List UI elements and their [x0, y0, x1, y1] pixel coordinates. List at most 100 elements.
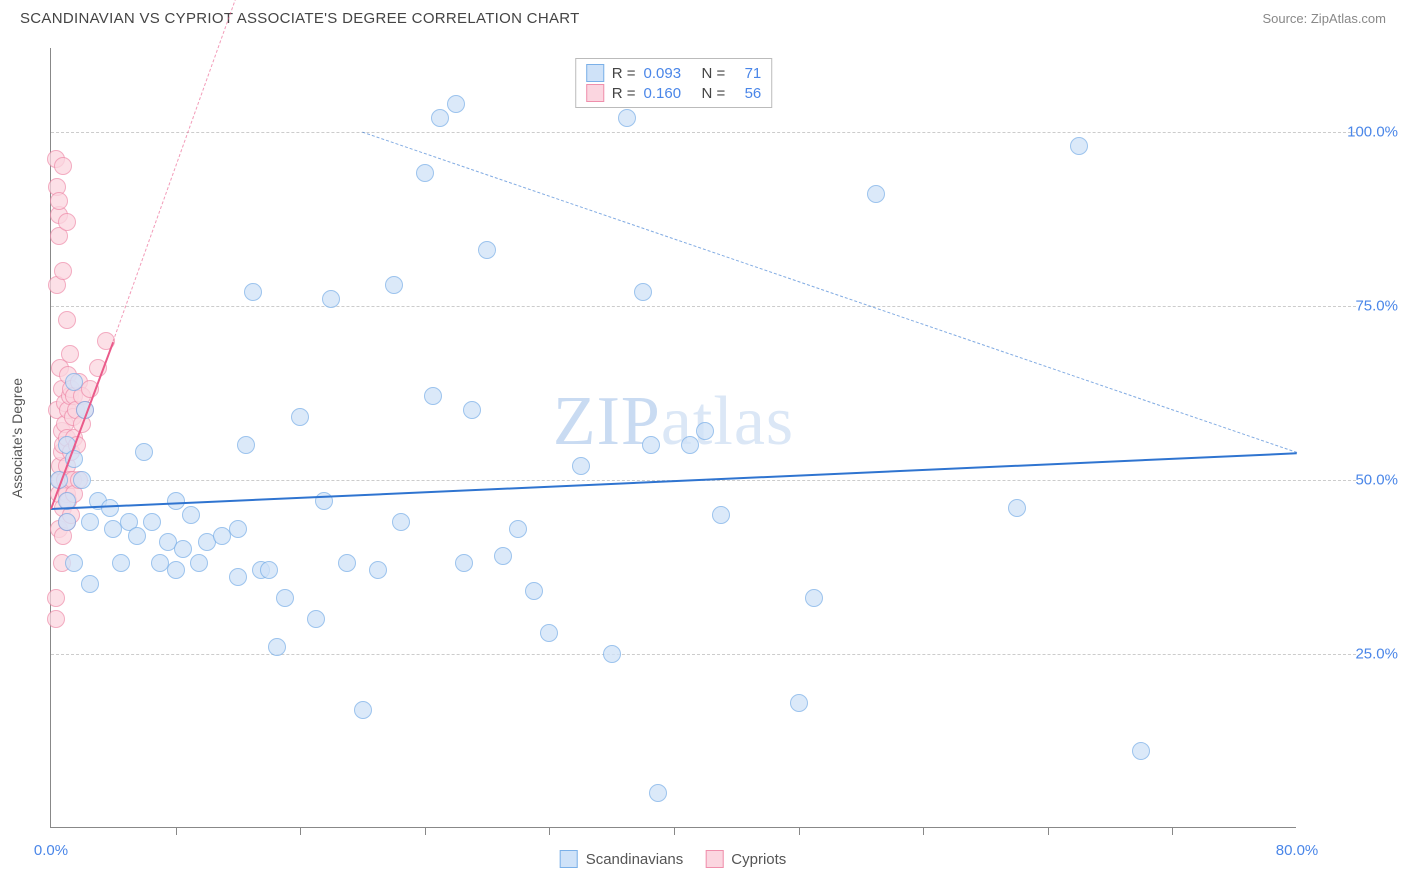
data-point [135, 443, 153, 461]
source-credit: Source: ZipAtlas.com [1262, 11, 1386, 26]
x-tick [1172, 827, 1173, 835]
data-point [260, 561, 278, 579]
source-value: ZipAtlas.com [1311, 11, 1386, 26]
legend-swatch [705, 850, 723, 868]
data-point [338, 554, 356, 572]
data-point [424, 387, 442, 405]
data-point [101, 499, 119, 517]
data-point [618, 109, 636, 127]
data-point [540, 624, 558, 642]
data-point [54, 157, 72, 175]
regression-extension [362, 132, 1297, 453]
data-point [455, 554, 473, 572]
data-point [867, 185, 885, 203]
data-point [696, 422, 714, 440]
data-point [229, 568, 247, 586]
data-point [1070, 137, 1088, 155]
data-point [478, 241, 496, 259]
data-point [128, 527, 146, 545]
plot-container: ZIPatlas R =0.093N =71R =0.160N =56 Asso… [50, 48, 1296, 828]
data-point [58, 513, 76, 531]
data-point [416, 164, 434, 182]
data-point [642, 436, 660, 454]
grid-line [51, 654, 1356, 655]
regression-extension [113, 0, 239, 341]
data-point [525, 582, 543, 600]
data-point [47, 610, 65, 628]
y-tick-label: 50.0% [1308, 471, 1398, 488]
x-tick [1048, 827, 1049, 835]
x-tick-label: 80.0% [1276, 842, 1319, 859]
data-point [572, 457, 590, 475]
data-point [603, 645, 621, 663]
legend-label: Scandinavians [586, 851, 684, 868]
y-tick-label: 25.0% [1308, 645, 1398, 662]
data-point [47, 589, 65, 607]
n-value: 56 [733, 85, 761, 102]
x-tick [674, 827, 675, 835]
data-point [649, 784, 667, 802]
n-label: N = [702, 65, 726, 82]
data-point [65, 554, 83, 572]
data-point [634, 283, 652, 301]
data-point [494, 547, 512, 565]
data-point [354, 701, 372, 719]
legend-swatch [586, 84, 604, 102]
data-point [190, 554, 208, 572]
data-point [268, 638, 286, 656]
data-point [167, 561, 185, 579]
legend-label: Cypriots [731, 851, 786, 868]
n-label: N = [702, 85, 726, 102]
data-point [805, 589, 823, 607]
data-point [392, 513, 410, 531]
data-point [174, 540, 192, 558]
data-point [167, 492, 185, 510]
data-point [237, 436, 255, 454]
r-value: 0.093 [644, 65, 694, 82]
data-point [229, 520, 247, 538]
r-value: 0.160 [644, 85, 694, 102]
data-point [143, 513, 161, 531]
data-point [244, 283, 262, 301]
chart-title: SCANDINAVIAN VS CYPRIOT ASSOCIATE'S DEGR… [20, 10, 580, 27]
data-point [73, 471, 91, 489]
data-point [112, 554, 130, 572]
watermark: ZIPatlas [553, 382, 794, 462]
data-point [1008, 499, 1026, 517]
data-point [54, 262, 72, 280]
data-point [307, 610, 325, 628]
data-point [369, 561, 387, 579]
y-axis-label: Associate's Degree [9, 377, 25, 497]
r-label: R = [612, 65, 636, 82]
data-point [681, 436, 699, 454]
y-tick-label: 75.0% [1308, 297, 1398, 314]
data-point [81, 575, 99, 593]
data-point [447, 95, 465, 113]
data-point [712, 506, 730, 524]
grid-line [51, 306, 1356, 307]
data-point [58, 213, 76, 231]
x-tick [799, 827, 800, 835]
data-point [61, 345, 79, 363]
legend-stat-row: R =0.160N =56 [586, 83, 762, 103]
data-point [81, 513, 99, 531]
legend-item: Scandinavians [560, 850, 684, 868]
grid-line [51, 132, 1356, 133]
x-tick [176, 827, 177, 835]
data-point [385, 276, 403, 294]
data-point [1132, 742, 1150, 760]
x-tick [923, 827, 924, 835]
data-point [790, 694, 808, 712]
legend-item: Cypriots [705, 850, 786, 868]
y-tick-label: 100.0% [1308, 123, 1398, 140]
data-point [65, 373, 83, 391]
data-point [509, 520, 527, 538]
data-point [322, 290, 340, 308]
x-tick [549, 827, 550, 835]
chart-header: SCANDINAVIAN VS CYPRIOT ASSOCIATE'S DEGR… [0, 0, 1406, 33]
x-tick-label: 0.0% [34, 842, 68, 859]
source-label: Source: [1262, 11, 1310, 26]
legend-stat-row: R =0.093N =71 [586, 63, 762, 83]
data-point [463, 401, 481, 419]
data-point [431, 109, 449, 127]
